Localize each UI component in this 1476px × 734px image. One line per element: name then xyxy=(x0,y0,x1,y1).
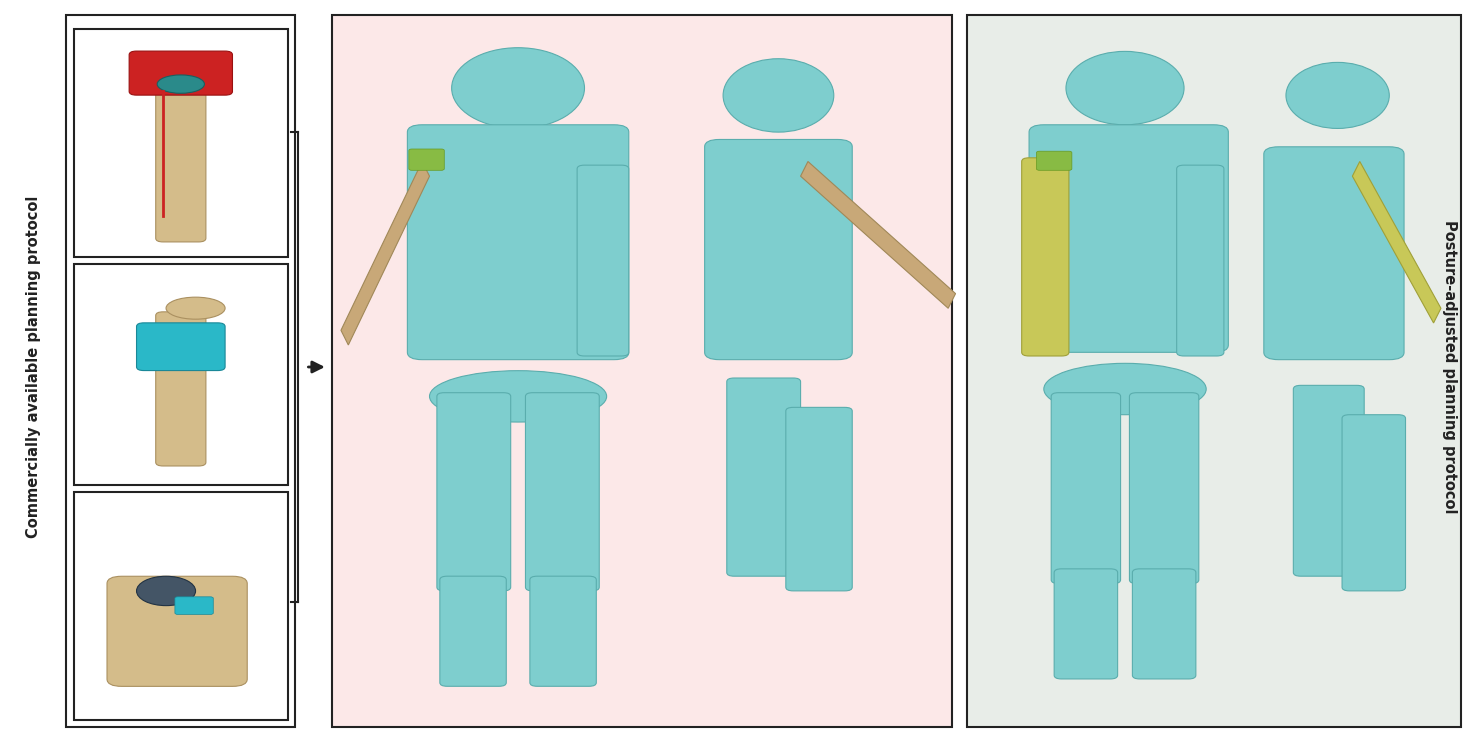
FancyBboxPatch shape xyxy=(530,576,596,686)
FancyBboxPatch shape xyxy=(1021,158,1069,356)
Ellipse shape xyxy=(1066,51,1184,125)
FancyBboxPatch shape xyxy=(1342,415,1405,591)
Text: Posture-adjusted planning protocol: Posture-adjusted planning protocol xyxy=(1442,220,1457,514)
FancyBboxPatch shape xyxy=(66,15,295,727)
FancyBboxPatch shape xyxy=(525,393,599,591)
Ellipse shape xyxy=(1044,363,1206,415)
FancyBboxPatch shape xyxy=(136,323,224,371)
FancyBboxPatch shape xyxy=(174,597,213,614)
FancyBboxPatch shape xyxy=(1263,147,1404,360)
FancyBboxPatch shape xyxy=(577,165,629,356)
Polygon shape xyxy=(1352,161,1441,323)
FancyBboxPatch shape xyxy=(1051,393,1120,584)
FancyBboxPatch shape xyxy=(1029,125,1228,352)
Ellipse shape xyxy=(165,297,226,319)
FancyBboxPatch shape xyxy=(332,15,952,727)
FancyBboxPatch shape xyxy=(437,393,511,591)
Ellipse shape xyxy=(430,371,607,422)
FancyBboxPatch shape xyxy=(726,378,800,576)
FancyBboxPatch shape xyxy=(130,51,232,95)
FancyBboxPatch shape xyxy=(156,312,207,466)
FancyBboxPatch shape xyxy=(440,576,506,686)
FancyBboxPatch shape xyxy=(704,139,852,360)
FancyBboxPatch shape xyxy=(1036,151,1072,170)
Ellipse shape xyxy=(136,576,195,606)
FancyBboxPatch shape xyxy=(785,407,852,591)
FancyBboxPatch shape xyxy=(74,492,288,719)
Ellipse shape xyxy=(723,59,834,132)
FancyBboxPatch shape xyxy=(156,73,207,242)
Ellipse shape xyxy=(158,75,204,93)
FancyBboxPatch shape xyxy=(1132,569,1196,679)
Ellipse shape xyxy=(1286,62,1389,128)
FancyBboxPatch shape xyxy=(74,29,288,257)
FancyBboxPatch shape xyxy=(967,15,1461,727)
Polygon shape xyxy=(341,161,430,345)
FancyBboxPatch shape xyxy=(1293,385,1364,576)
FancyBboxPatch shape xyxy=(1054,569,1117,679)
FancyBboxPatch shape xyxy=(1129,393,1199,584)
FancyBboxPatch shape xyxy=(1176,165,1224,356)
FancyBboxPatch shape xyxy=(409,149,444,170)
Polygon shape xyxy=(800,161,955,308)
Text: Commercially available planning protocol: Commercially available planning protocol xyxy=(27,196,41,538)
FancyBboxPatch shape xyxy=(74,264,288,484)
FancyBboxPatch shape xyxy=(407,125,629,360)
FancyBboxPatch shape xyxy=(106,576,246,686)
Ellipse shape xyxy=(452,48,584,128)
